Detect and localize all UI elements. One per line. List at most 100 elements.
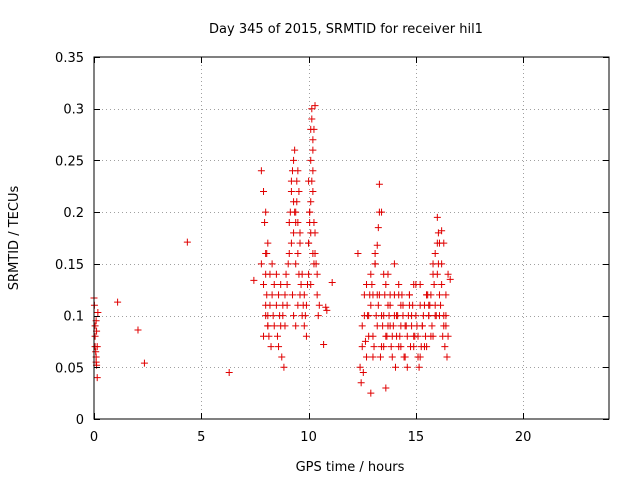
data-point (442, 322, 450, 330)
x-tick-label: 15 (408, 430, 425, 445)
data-point (363, 353, 371, 361)
data-point (374, 301, 382, 309)
data-point (307, 198, 315, 206)
data-point (308, 105, 316, 113)
data-point (287, 177, 295, 185)
data-point (263, 250, 271, 258)
data-point (322, 303, 330, 311)
data-point (405, 291, 413, 299)
data-point (428, 322, 436, 330)
data-point (407, 343, 415, 351)
data-point (397, 343, 405, 351)
data-point (383, 332, 391, 340)
data-point (134, 326, 142, 334)
data-point (369, 353, 377, 361)
y-tick-label: 0.2 (63, 206, 84, 221)
data-point (307, 156, 315, 164)
data-point (376, 353, 384, 361)
data-point (311, 102, 319, 110)
data-point (313, 270, 321, 278)
data-point (94, 308, 102, 316)
data-point (389, 322, 397, 330)
data-point (439, 332, 447, 340)
data-point (277, 281, 285, 289)
data-point (267, 343, 275, 351)
data-point (394, 312, 402, 320)
data-point (114, 298, 122, 306)
data-point (369, 291, 377, 299)
data-point (307, 229, 315, 237)
data-point (395, 281, 403, 289)
data-point (262, 270, 270, 278)
data-point (284, 260, 292, 268)
data-point (411, 332, 419, 340)
data-point (300, 291, 308, 299)
data-point (395, 291, 403, 299)
data-point (269, 312, 277, 320)
y-tick-label: 0.35 (55, 51, 84, 66)
data-point (309, 136, 317, 144)
data-point (417, 343, 425, 351)
data-point (260, 332, 268, 340)
data-point (262, 208, 270, 216)
data-point (374, 224, 382, 232)
data-point (291, 208, 299, 216)
data-point (264, 322, 272, 330)
data-point (275, 291, 283, 299)
chart-title: Day 345 of 2015, SRMTID for receiver hil… (209, 22, 483, 37)
data-point (386, 291, 394, 299)
data-point (250, 276, 258, 284)
data-point (302, 332, 310, 340)
data-point (382, 384, 390, 392)
data-points (90, 102, 454, 397)
data-point (358, 343, 366, 351)
data-point (298, 270, 306, 278)
y-axis-label: SRMTID / TECUs (7, 186, 22, 291)
data-point (413, 322, 421, 330)
data-point (292, 260, 300, 268)
data-point (359, 368, 367, 376)
data-point (262, 312, 270, 320)
data-point (279, 312, 287, 320)
data-point (280, 363, 288, 371)
data-point (414, 353, 422, 361)
grid (94, 57, 609, 419)
data-point (290, 312, 298, 320)
data-point (431, 250, 439, 258)
data-point (183, 238, 191, 246)
data-point (373, 241, 381, 249)
data-point (281, 291, 289, 299)
data-point (388, 353, 396, 361)
data-point (404, 312, 412, 320)
data-point (429, 270, 437, 278)
x-tick-labels: 0 5 10 15 20 (90, 430, 532, 445)
data-point (294, 301, 302, 309)
data-point (268, 260, 276, 268)
data-point (290, 229, 298, 237)
data-point (296, 229, 304, 237)
data-point (429, 260, 437, 268)
data-point (423, 291, 431, 299)
data-point (296, 239, 304, 247)
data-point (390, 260, 398, 268)
data-point (409, 301, 417, 309)
plot-frame (93, 56, 610, 420)
data-point (93, 374, 101, 382)
data-point (283, 281, 291, 289)
data-point (385, 312, 393, 320)
data-point (415, 363, 423, 371)
y-tick-label: 0.1 (63, 310, 84, 325)
x-tick-label: 0 (90, 430, 98, 445)
data-point (378, 208, 386, 216)
data-point (302, 301, 310, 309)
data-point (367, 389, 375, 397)
data-point (309, 167, 317, 175)
data-point (91, 332, 99, 340)
data-point (416, 281, 424, 289)
data-point (386, 301, 394, 309)
data-point (379, 322, 387, 330)
data-point (272, 301, 280, 309)
data-point (292, 322, 300, 330)
data-point (291, 146, 299, 154)
data-point (402, 322, 410, 330)
